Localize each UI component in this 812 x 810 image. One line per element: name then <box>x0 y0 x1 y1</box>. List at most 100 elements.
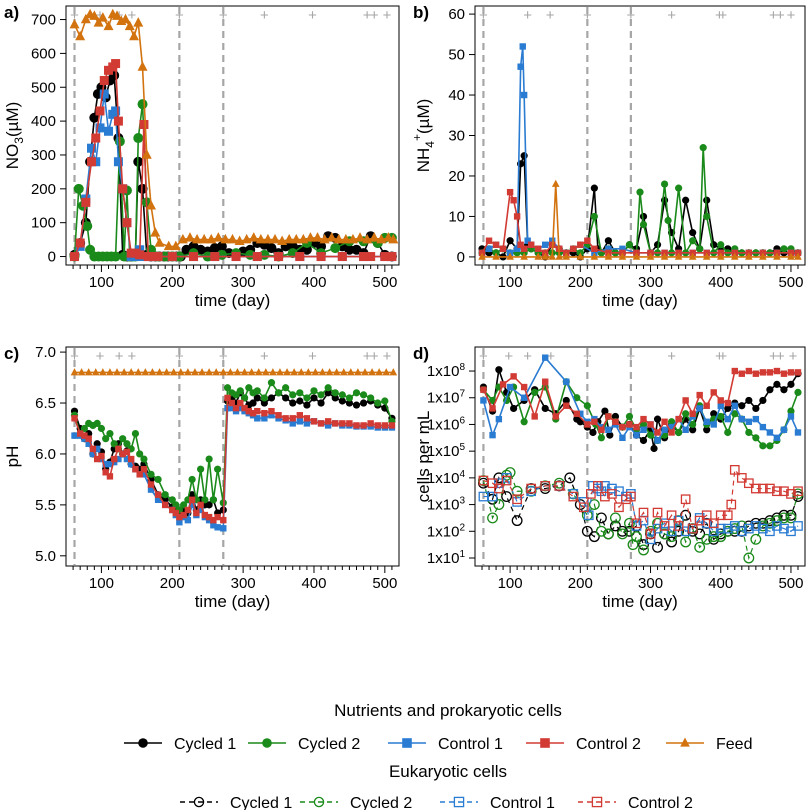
data-point <box>710 389 717 396</box>
data-point <box>255 233 266 244</box>
data-point <box>786 526 796 537</box>
data-point <box>563 402 570 409</box>
data-point <box>245 407 252 415</box>
series-line <box>483 468 799 536</box>
data-point <box>619 423 626 431</box>
data-point <box>110 455 118 463</box>
data-point <box>588 481 598 491</box>
data-point <box>289 420 296 427</box>
data-point <box>752 404 760 413</box>
data-point <box>724 399 731 407</box>
data-point <box>366 252 376 262</box>
data-point <box>647 421 654 428</box>
data-point <box>82 221 93 232</box>
data-point <box>780 370 788 377</box>
sampling-marker: + <box>626 7 635 24</box>
data-point <box>616 525 628 537</box>
data-point <box>794 429 802 436</box>
data-point <box>609 520 621 532</box>
x-tick-label: 400 <box>708 274 733 291</box>
data-point <box>139 119 149 129</box>
data-point <box>359 391 368 399</box>
data-point <box>326 232 337 242</box>
data-point <box>76 430 84 437</box>
data-point <box>332 420 339 427</box>
data-point <box>653 415 662 423</box>
data-point <box>588 531 600 543</box>
data-point <box>188 501 196 509</box>
plot-frame <box>65 5 400 266</box>
data-point <box>269 368 277 376</box>
data-point <box>631 518 642 529</box>
data-point <box>353 422 360 429</box>
data-point <box>687 523 698 534</box>
data-point <box>689 237 697 245</box>
data-point <box>701 510 712 521</box>
x-tick-label: 200 <box>160 575 185 592</box>
data-point <box>494 478 504 489</box>
data-point <box>188 496 196 503</box>
x-tick-label: 300 <box>638 575 663 592</box>
y-axis-title: NO3(µM) <box>3 102 26 169</box>
data-point <box>591 245 598 253</box>
sampling-marker: + <box>175 348 184 365</box>
data-point <box>214 524 221 531</box>
data-point <box>124 20 135 31</box>
sampling-marker: + <box>718 7 727 24</box>
data-point <box>534 252 542 260</box>
data-point <box>564 472 576 484</box>
data-point <box>752 415 760 423</box>
data-point <box>766 369 774 376</box>
legend-marker <box>402 738 412 748</box>
data-point <box>99 368 107 376</box>
data-point <box>338 397 346 405</box>
legend-item-cycled2: Cycled 2 <box>248 736 360 753</box>
data-point <box>220 516 227 524</box>
data-point <box>750 533 762 545</box>
data-point <box>489 405 496 412</box>
x-tick-label: 500 <box>372 575 397 592</box>
data-point <box>759 252 767 260</box>
data-point <box>110 440 118 448</box>
data-point <box>270 233 281 244</box>
x-tick-label: 200 <box>568 575 593 592</box>
data-point <box>772 486 782 497</box>
data-point <box>345 394 354 402</box>
data-point <box>75 30 86 41</box>
data-point <box>519 43 526 50</box>
data-point <box>661 426 668 433</box>
data-point <box>673 521 684 531</box>
data-point <box>89 10 100 20</box>
data-point <box>253 394 261 402</box>
data-point <box>289 415 296 422</box>
data-point <box>274 389 283 397</box>
data-point <box>312 232 323 242</box>
data-point <box>324 389 332 397</box>
data-point <box>89 445 97 453</box>
x-axis-title: time (day) <box>602 592 678 611</box>
data-point <box>794 388 802 397</box>
series-cycled2 <box>479 378 802 450</box>
y-tick-label: 500 <box>31 79 56 96</box>
data-point <box>639 420 648 429</box>
series-feed <box>70 368 398 376</box>
data-point <box>562 252 571 260</box>
data-point <box>765 483 775 494</box>
data-point <box>745 367 753 375</box>
sampling-marker: + <box>370 7 379 24</box>
data-point <box>485 245 493 253</box>
data-point <box>506 383 514 391</box>
legend-marker <box>453 796 465 808</box>
sampling-marker: + <box>667 348 676 365</box>
data-point <box>520 394 528 401</box>
x-tick-label: 400 <box>301 274 326 291</box>
data-point <box>609 512 621 524</box>
x-axis-title: time (day) <box>195 592 271 611</box>
data-point <box>738 402 746 410</box>
data-point <box>147 252 157 262</box>
data-point <box>93 440 101 448</box>
data-point <box>708 518 719 529</box>
data-point <box>542 378 549 385</box>
